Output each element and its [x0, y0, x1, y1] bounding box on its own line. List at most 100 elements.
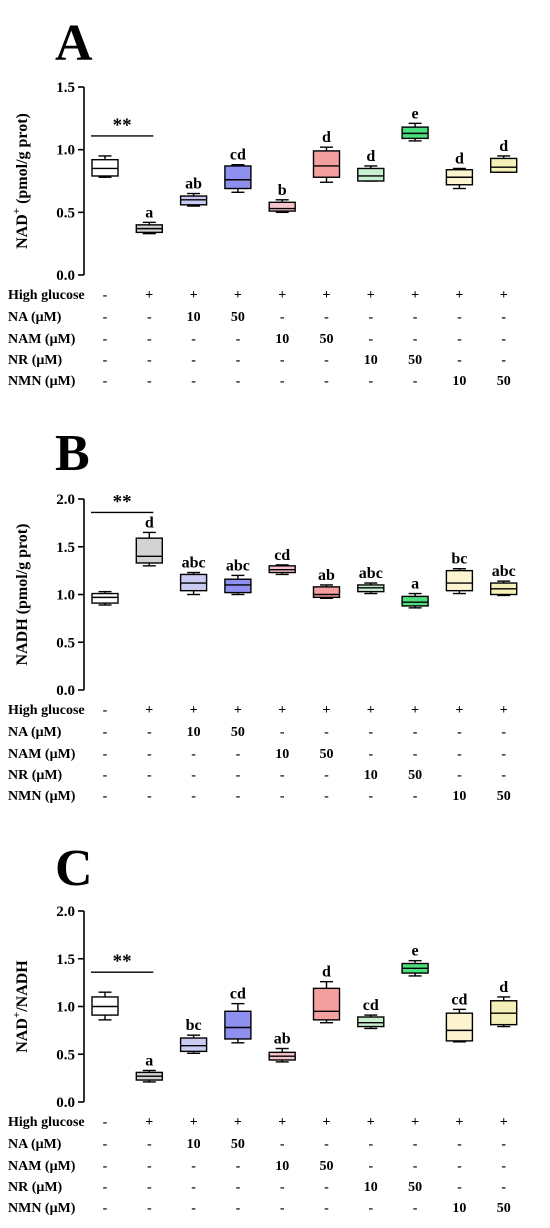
panel-letter-a: A	[55, 15, 93, 72]
treatment-cell: -	[413, 332, 418, 347]
panel-letter-c: C	[55, 840, 93, 897]
significance-letter: bc	[451, 551, 467, 568]
treatment-cell: -	[324, 1137, 329, 1152]
y-tick-label: 1.5	[56, 540, 75, 556]
treatment-cell: 50	[408, 353, 422, 368]
y-axis-label: NAD+ (pmol/g prot)	[11, 113, 31, 249]
treatment-cell: -	[103, 288, 108, 303]
box-iqr	[224, 578, 252, 594]
box-iqr	[312, 586, 341, 599]
treatment-cell: 50	[231, 1137, 245, 1152]
treatment-cell: -	[457, 747, 462, 762]
significance-letter: abc	[226, 557, 250, 574]
box-4: cd	[224, 986, 252, 1044]
treatment-cell: -	[413, 310, 418, 325]
box-iqr	[179, 1037, 208, 1053]
box-5: ab	[268, 1031, 296, 1063]
treatment-cell: -	[501, 1180, 506, 1195]
treatment-row-label: NA (μM)	[8, 725, 62, 740]
treatment-cell: -	[324, 1180, 329, 1195]
treatment-cell: -	[280, 768, 285, 783]
treatment-cell: +	[278, 703, 286, 718]
treatment-cell: -	[457, 1180, 462, 1195]
treatment-cell: -	[103, 1201, 108, 1216]
treatment-cell: -	[147, 1137, 152, 1152]
box-1	[91, 155, 119, 178]
comparison-stars: **	[113, 951, 132, 972]
y-tick-label: 1.0	[56, 143, 75, 159]
y-tick-label: 0.0	[56, 268, 75, 284]
y-tick-label: 2.0	[56, 492, 75, 508]
treatment-cell: -	[147, 747, 152, 762]
treatment-cell: 50	[497, 374, 511, 389]
treatment-cell: -	[280, 353, 285, 368]
treatment-cell: -	[191, 1201, 196, 1216]
significance-letter: d	[322, 129, 331, 146]
box-iqr	[312, 987, 341, 1021]
treatment-cell: -	[280, 1137, 285, 1152]
treatment-cell: 50	[231, 725, 245, 740]
treatment-cell: -	[368, 374, 373, 389]
treatment-cell: -	[191, 768, 196, 783]
box-10: d	[490, 979, 518, 1028]
treatment-cell: +	[278, 1115, 286, 1130]
y-tick-label: 1.5	[56, 80, 75, 96]
treatment-cell: +	[455, 1115, 463, 1130]
treatment-cell: -	[236, 1180, 241, 1195]
treatment-cell: -	[191, 332, 196, 347]
comparison-stars: **	[113, 491, 132, 512]
treatment-cell: 10	[275, 332, 289, 347]
treatment-cell: -	[103, 353, 108, 368]
treatment-row-label: NR (μM)	[8, 1180, 63, 1195]
panel-letter-b: B	[55, 425, 90, 482]
box-1	[91, 590, 119, 606]
treatment-cell: 10	[275, 1159, 289, 1174]
box-3: abc	[179, 555, 208, 596]
treatment-cell: +	[190, 1115, 198, 1130]
treatment-cell: -	[236, 1159, 241, 1174]
treatment-cell: -	[147, 353, 152, 368]
treatment-cell: 10	[364, 353, 378, 368]
treatment-cell: -	[147, 1180, 152, 1195]
treatment-cell: -	[147, 789, 152, 804]
significance-letter: abc	[492, 563, 516, 580]
treatment-cell: +	[455, 703, 463, 718]
box-iqr	[312, 150, 341, 178]
treatment-cell: -	[191, 747, 196, 762]
box-1	[91, 991, 119, 1021]
box-2: a	[135, 1052, 164, 1083]
box-iqr	[401, 595, 429, 607]
treatment-cell: 50	[408, 768, 422, 783]
box-iqr	[91, 592, 119, 604]
significance-letter: e	[412, 943, 419, 960]
treatment-cell: +	[145, 288, 153, 303]
treatment-cell: 50	[497, 1201, 511, 1216]
box-iqr	[490, 157, 518, 173]
treatment-cell: 10	[452, 1201, 466, 1216]
treatment-cell: -	[236, 353, 241, 368]
panel-C: C 0.0 0.5 1.0 1.5 2.0 NAD+/NADH a bc cd ab d cd e cd d…	[8, 840, 518, 1216]
treatment-cell: -	[103, 1159, 108, 1174]
treatment-row-label: High glucose	[8, 703, 85, 718]
treatment-cell: -	[103, 1137, 108, 1152]
treatment-cell: -	[236, 747, 241, 762]
box-7: cd	[357, 997, 385, 1030]
significance-letter: cd	[451, 991, 467, 1008]
box-8: a	[401, 576, 429, 609]
y-tick-label: 0.5	[56, 635, 75, 651]
treatment-cell: -	[147, 310, 152, 325]
box-7: abc	[357, 565, 385, 595]
treatment-cell: -	[324, 789, 329, 804]
treatment-cell: 50	[320, 332, 334, 347]
treatment-cell: +	[323, 703, 331, 718]
treatment-cell: -	[280, 1180, 285, 1195]
significance-letter: d	[322, 964, 331, 981]
treatment-cell: -	[324, 768, 329, 783]
treatment-cell: -	[280, 310, 285, 325]
significance-letter: d	[455, 150, 464, 167]
treatment-cell: +	[190, 288, 198, 303]
treatment-row-label: High glucose	[8, 1115, 85, 1130]
treatment-cell: +	[411, 1115, 419, 1130]
